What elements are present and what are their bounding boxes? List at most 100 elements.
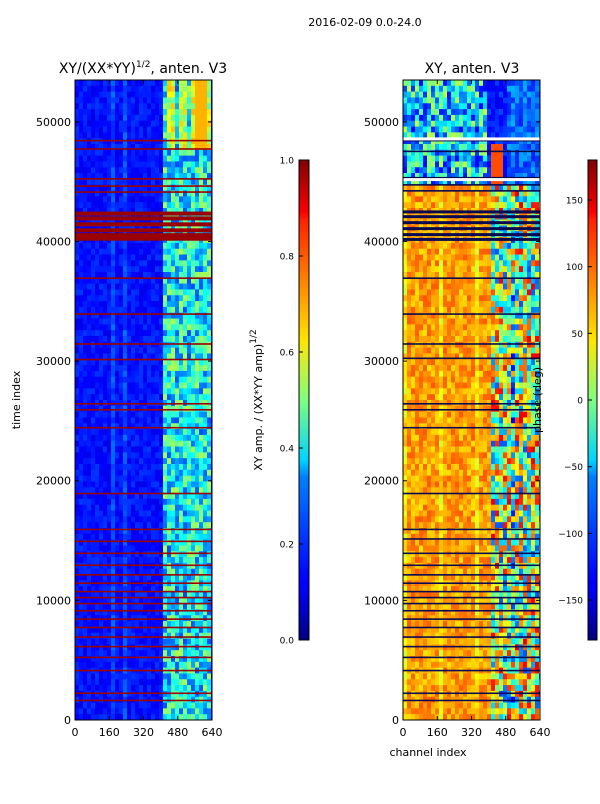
right-heatmap-cell — [415, 103, 419, 109]
left-heatmap-cell — [191, 336, 195, 342]
left-heatmap-cell — [159, 505, 163, 511]
left-heatmap-cell — [199, 412, 203, 418]
left-heatmap-cell — [179, 243, 183, 249]
left-heatmap-cell — [111, 545, 115, 551]
left-heatmap-cell — [111, 487, 115, 493]
left-heatmap-cell — [175, 377, 179, 383]
left-heatmap-cell — [103, 196, 107, 202]
right-heatmap-cell — [463, 121, 467, 127]
left-heatmap-cell — [75, 545, 79, 551]
left-heatmap-cell — [175, 353, 179, 359]
left-heatmap-cell — [119, 557, 123, 563]
left-heatmap-cell — [91, 272, 95, 278]
right-heatmap-cell — [475, 97, 479, 103]
right-heatmap-cell — [411, 243, 415, 249]
left-heatmap-cell — [163, 435, 167, 441]
left-heatmap-cell — [87, 80, 91, 86]
left-heatmap-cell — [79, 476, 83, 482]
left-heatmap-cell — [155, 161, 159, 167]
left-heatmap-cell — [195, 621, 199, 627]
right-heatmap-cell — [491, 80, 495, 86]
left-heatmap-cell — [203, 633, 207, 639]
left-heatmap-cell — [99, 703, 103, 709]
left-heatmap-cell — [135, 132, 139, 138]
left-heatmap-cell — [127, 179, 131, 185]
left-heatmap-cell — [123, 336, 127, 342]
right-heatmap-cell — [411, 103, 415, 109]
left-heatmap-cell — [79, 330, 83, 336]
left-heatmap-cell — [155, 307, 159, 313]
left-heatmap-cell — [147, 383, 151, 389]
left-heatmap-cell — [159, 621, 163, 627]
left-heatmap-cell — [199, 662, 203, 668]
left-heatmap-cell — [123, 394, 127, 400]
left-heatmap-cell — [139, 522, 143, 528]
left-heatmap-cell — [191, 272, 195, 278]
left-heatmap-cell — [183, 534, 187, 540]
left-heatmap-cell — [163, 394, 167, 400]
left-heatmap-cell — [159, 388, 163, 394]
left-heatmap-cell — [91, 540, 95, 546]
left-heatmap-cell — [99, 452, 103, 458]
right-heatmap-cell — [419, 196, 423, 202]
left-heatmap-cell — [127, 417, 131, 423]
left-heatmap-cell — [87, 284, 91, 290]
right-heatmap-cell — [503, 103, 507, 109]
left-heatmap-cell — [171, 353, 175, 359]
left-heatmap-cell — [111, 441, 115, 447]
left-heatmap-cell — [187, 86, 191, 92]
left-heatmap-cell — [147, 132, 151, 138]
left-heatmap-cell — [91, 441, 95, 447]
right-heatmap-cell — [535, 127, 539, 133]
left-heatmap-cell — [87, 703, 91, 709]
left-heatmap-cell — [103, 202, 107, 208]
left-heatmap-cell — [203, 301, 207, 307]
right-heatmap-cell — [531, 109, 535, 115]
right-heatmap-cell — [535, 80, 539, 86]
left-heatmap-cell — [83, 522, 87, 528]
left-heatmap-cell — [187, 284, 191, 290]
left-heatmap-cell — [131, 249, 135, 255]
right-heatmap-cell — [467, 80, 471, 86]
left-heatmap-cell — [191, 156, 195, 162]
right-heatmap-cell — [483, 109, 487, 115]
right-heatmap-cell — [451, 156, 455, 162]
right-heatmap-cell — [431, 243, 435, 249]
right-heatmap-cell — [447, 202, 451, 208]
left-heatmap-cell — [207, 156, 211, 162]
right-heatmap-cell — [439, 161, 443, 167]
left-heatmap-cell — [195, 557, 199, 563]
left-flag-row — [75, 670, 212, 672]
left-heatmap-cell — [151, 499, 155, 505]
right-heatmap-cell — [495, 243, 499, 249]
left-heatmap-cell — [155, 435, 159, 441]
left-heatmap-cell — [159, 202, 163, 208]
left-heatmap-cell — [87, 650, 91, 656]
left-heatmap-cell — [195, 534, 199, 540]
left-heatmap-cell — [191, 516, 195, 522]
left-heatmap-cell — [155, 167, 159, 173]
left-heatmap-cell — [143, 417, 147, 423]
left-heatmap-cell — [111, 516, 115, 522]
left-heatmap-cell — [115, 639, 119, 645]
left-heatmap-cell — [191, 435, 195, 441]
left-heatmap-cell — [191, 569, 195, 575]
left-heatmap-cell — [207, 650, 211, 656]
left-heatmap-cell — [175, 470, 179, 476]
left-heatmap-cell — [159, 156, 163, 162]
left-y-axis-label: time index — [10, 370, 23, 429]
left-heatmap-cell — [183, 121, 187, 127]
left-heatmap-cell — [79, 458, 83, 464]
left-heatmap-cell — [131, 551, 135, 557]
left-heatmap-cell — [99, 121, 103, 127]
left-heatmap-cell — [171, 115, 175, 121]
left-heatmap-cell — [183, 289, 187, 295]
left-heatmap-cell — [135, 266, 139, 272]
left-heatmap-cell — [75, 429, 79, 435]
left-heatmap-cell — [175, 301, 179, 307]
right-heatmap-cell — [423, 196, 427, 202]
left-heatmap-cell — [171, 464, 175, 470]
left-heatmap-cell — [171, 86, 175, 92]
right-heatmap-cell — [435, 103, 439, 109]
left-flag-row — [75, 403, 212, 405]
